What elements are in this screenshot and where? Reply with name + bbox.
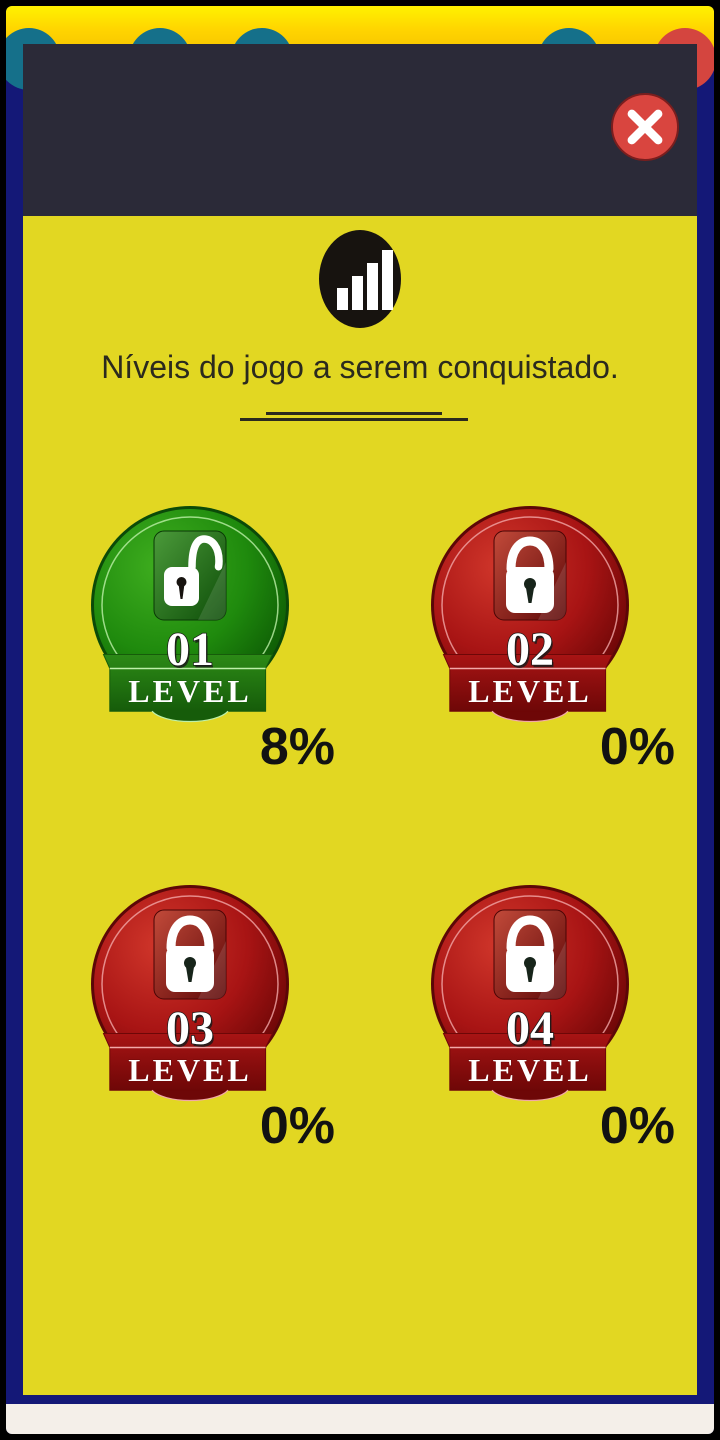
svg-text:03: 03	[166, 1002, 214, 1055]
svg-text:LEVEL: LEVEL	[468, 1052, 591, 1088]
svg-text:02: 02	[506, 623, 554, 676]
svg-text:LEVEL: LEVEL	[468, 673, 591, 709]
svg-text:LEVEL: LEVEL	[128, 673, 251, 709]
svg-text:01: 01	[166, 623, 214, 676]
svg-text:LEVEL: LEVEL	[128, 1052, 251, 1088]
svg-text:04: 04	[506, 1002, 554, 1055]
